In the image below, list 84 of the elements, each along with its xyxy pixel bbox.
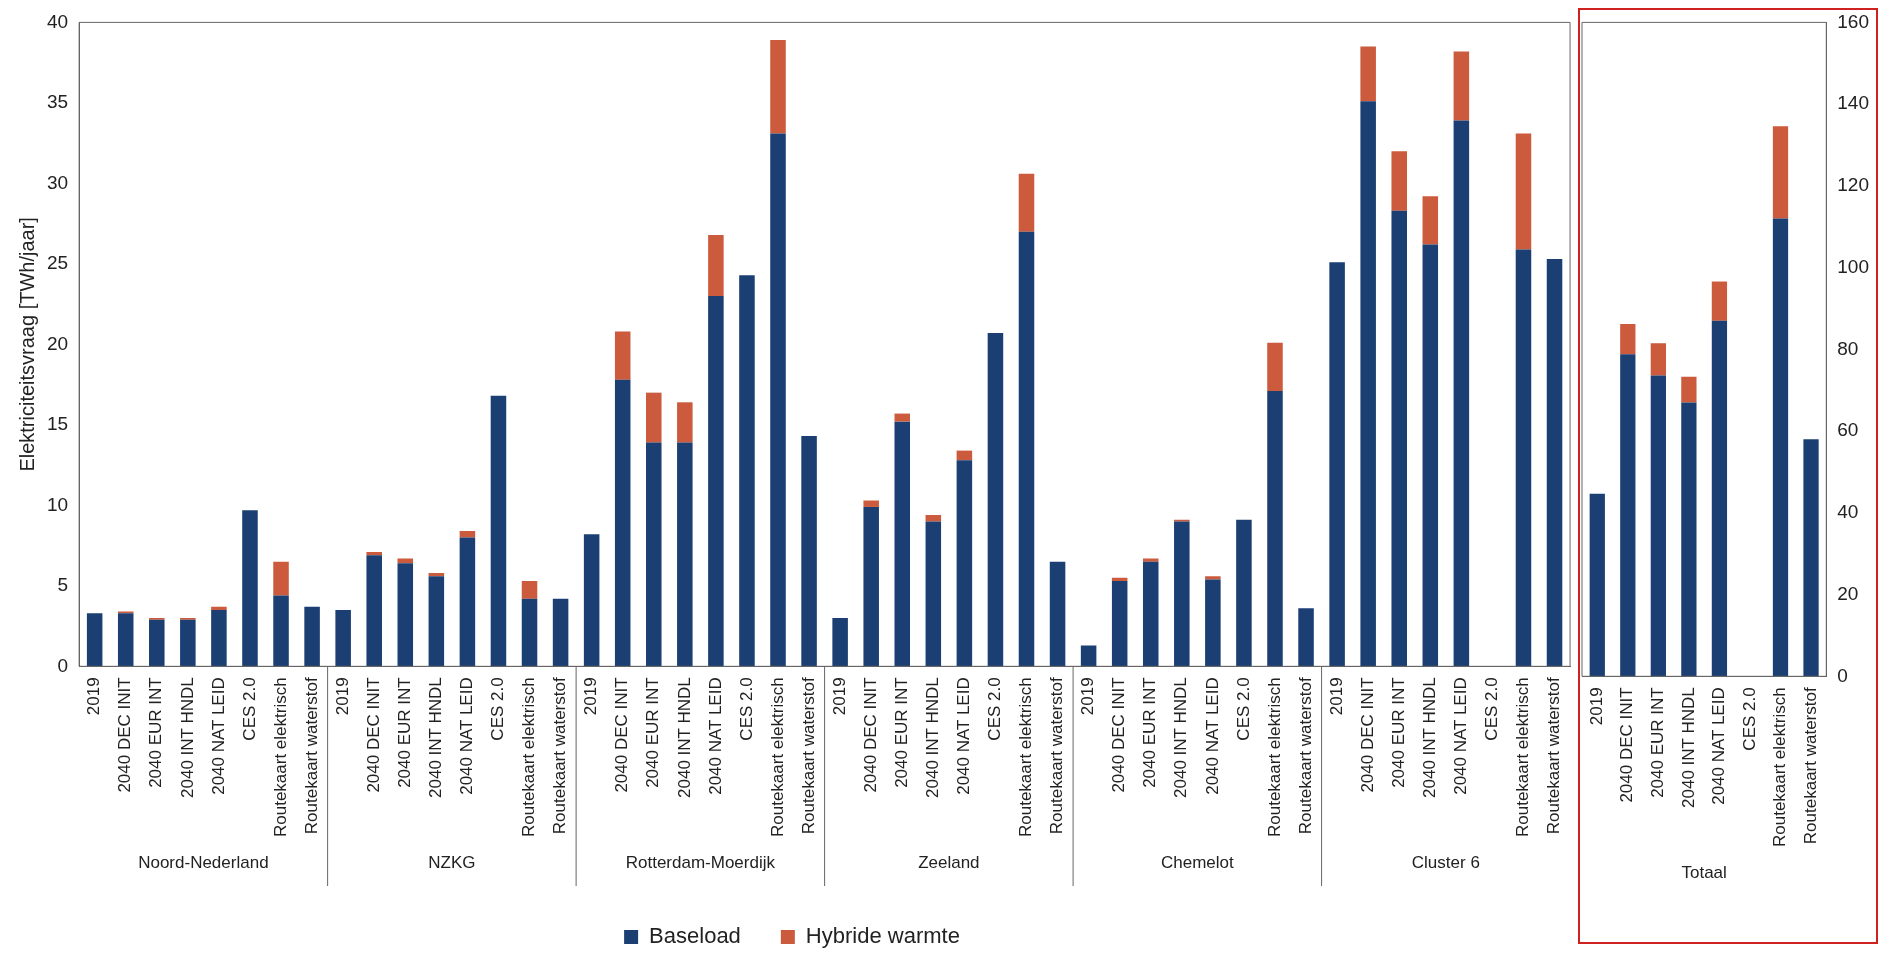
text: Chemelot	[1160, 852, 1234, 872]
x-tick-label: 2040 DEC INIT	[860, 677, 880, 793]
x-tick-label: 2040 EUR INT	[146, 677, 166, 788]
y2-tick-label: 160	[1837, 10, 1869, 32]
x-tick-label: Routekaart elektrisch	[1016, 677, 1036, 838]
y-axis-title: Elektriciteitsvraag [TWh/jaar]	[15, 217, 38, 472]
x-tick-label: 2040 EUR INT	[1140, 677, 1160, 788]
x-tick-label: CES 2.0	[239, 677, 259, 741]
x-tick-label: 2040 DEC INIT	[363, 677, 383, 793]
x-tick-label: Routekaart elektrisch	[1513, 677, 1533, 838]
x-tick-label: 2040 NAT LEID	[705, 677, 725, 795]
x-tick-label: Routekaart waterstof	[550, 677, 570, 835]
x-tick-label: Routekaart elektrisch	[1770, 687, 1790, 848]
y2-tick-label: 60	[1837, 419, 1859, 441]
x-tick-label: 2040 DEC INIT	[1617, 687, 1637, 803]
y2-tick-label: 20	[1837, 582, 1859, 604]
y-tick-label: 20	[46, 332, 69, 354]
x-tick-label: Routekaart elektrisch	[1264, 677, 1284, 838]
x-tick-label: CES 2.0	[1739, 687, 1759, 751]
y-tick-label: 0	[57, 654, 69, 676]
x-tick-label: 2019	[332, 677, 352, 716]
x-tick-label: Routekaart waterstof	[1295, 677, 1315, 835]
text: Totaal	[1681, 862, 1727, 882]
y-tick-label: 35	[46, 91, 69, 113]
y2-tick-label: 80	[1837, 337, 1859, 359]
x-tick-label: Routekaart waterstof	[798, 677, 818, 835]
x-tick-label: 2019	[1326, 677, 1346, 716]
x-tick-label: 2019	[84, 677, 104, 716]
x-tick-label: 2040 INT HNDL	[1171, 677, 1191, 798]
x-tick-label: CES 2.0	[1233, 677, 1253, 741]
x-tick-label: 2040 DEC INIT	[612, 677, 632, 793]
text: Zeeland	[918, 852, 980, 872]
x-tick-label: 2040 INT HNDL	[674, 677, 694, 798]
x-tick-label: 2040 EUR INT	[891, 677, 911, 788]
text: Rotterdam-Moerdijk	[625, 852, 776, 872]
x-tick-label: CES 2.0	[985, 677, 1005, 741]
x-tick-label: 2040 EUR INT	[643, 677, 663, 788]
x-tick-label: Routekaart elektrisch	[767, 677, 787, 838]
x-tick-label: 2040 INT HNDL	[1419, 677, 1439, 798]
x-tick-label: 2040 NAT LEID	[1709, 687, 1729, 805]
x-tick-label: Routekaart waterstof	[301, 677, 321, 835]
legend-label: Hybride warmte	[805, 923, 960, 949]
x-tick-label: CES 2.0	[736, 677, 756, 741]
text: Cluster 6	[1411, 852, 1480, 872]
x-tick-label: 2040 DEC INIT	[1357, 677, 1377, 793]
y2-tick-label: 0	[1837, 664, 1848, 686]
x-tick-label: Routekaart elektrisch	[270, 677, 290, 838]
x-tick-label: 2040 EUR INT	[1648, 687, 1668, 798]
x-tick-label: Routekaart waterstof	[1047, 677, 1067, 835]
x-tick-label: 2040 NAT LEID	[208, 677, 228, 795]
x-tick-label: 2019	[1078, 677, 1098, 716]
x-tick-label: 2040 NAT LEID	[954, 677, 974, 795]
y-tick-label: 10	[46, 493, 69, 515]
text: NZKG	[428, 852, 476, 872]
x-tick-label: CES 2.0	[488, 677, 508, 741]
x-tick-label: 2019	[581, 677, 601, 716]
x-tick-label: 2040 DEC INIT	[1109, 677, 1129, 793]
x-tick-label: 2040 INT HNDL	[1678, 687, 1698, 808]
text: Noord-Nederland	[138, 852, 269, 872]
x-tick-label: 2019	[1586, 687, 1606, 726]
x-tick-label: Routekaart waterstof	[1544, 677, 1564, 835]
x-tick-label: 2019	[829, 677, 849, 716]
y2-tick-label: 40	[1837, 501, 1859, 523]
x-tick-label: Routekaart elektrisch	[519, 677, 539, 838]
legend-label: Baseload	[649, 923, 741, 949]
x-tick-label: 2040 INT HNDL	[426, 677, 446, 798]
y2-tick-label: 120	[1837, 174, 1869, 196]
x-tick-label: 2040 DEC INIT	[115, 677, 135, 793]
x-tick-label: 2040 NAT LEID	[1202, 677, 1222, 795]
y-tick-label: 25	[46, 252, 69, 274]
x-tick-label: 2040 EUR INT	[394, 677, 414, 788]
y-tick-label: 30	[46, 171, 69, 193]
x-tick-label: 2040 EUR INT	[1388, 677, 1408, 788]
y-tick-label: 15	[46, 413, 69, 435]
y-tick-label: 40	[46, 10, 69, 32]
y-tick-label: 5	[57, 574, 69, 596]
x-tick-label: CES 2.0	[1482, 677, 1502, 741]
x-tick-label: 2040 NAT LEID	[1451, 677, 1471, 795]
x-tick-label: Routekaart waterstof	[1800, 687, 1820, 845]
x-tick-label: 2040 INT HNDL	[923, 677, 942, 798]
y2-tick-label: 100	[1837, 255, 1869, 277]
x-tick-label: 2040 NAT LEID	[457, 677, 477, 795]
x-tick-label: 2040 INT HNDL	[177, 677, 197, 798]
y2-tick-label: 140	[1837, 92, 1869, 114]
